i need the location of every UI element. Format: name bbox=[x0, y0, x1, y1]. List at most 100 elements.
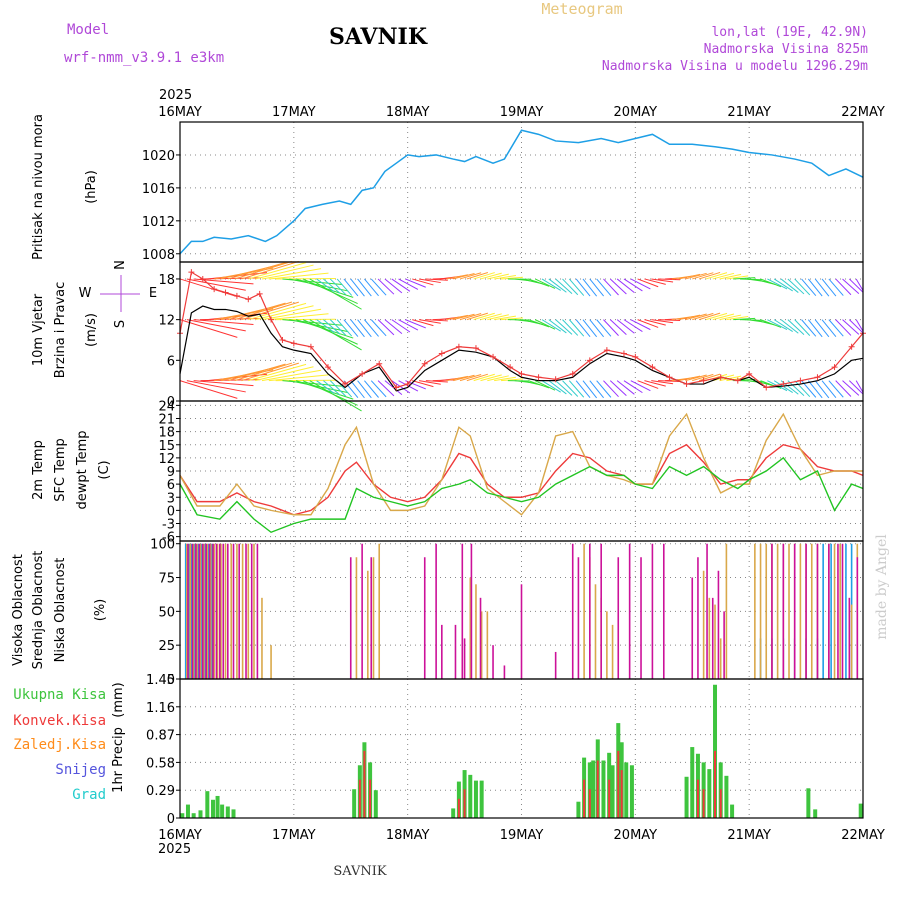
wind-arrow-icon bbox=[773, 319, 793, 332]
wind-arrow-icon bbox=[453, 374, 475, 382]
panel-wind: 0 6 12 18 bbox=[158, 260, 866, 412]
wind-arrow-icon bbox=[329, 278, 347, 295]
wind-arrow-icon bbox=[336, 319, 353, 337]
wind-arrow-icon bbox=[651, 278, 674, 283]
wind-arrow-icon bbox=[336, 278, 353, 296]
wind-arrow-icon bbox=[480, 313, 502, 321]
wind-arrow-icon bbox=[821, 278, 837, 297]
wind-arrow-icon bbox=[562, 380, 579, 397]
wind-gust-marker bbox=[632, 353, 639, 360]
wind-arrow-icon bbox=[855, 380, 864, 393]
wind-arrow-icon bbox=[616, 380, 635, 395]
wind-arrow-icon bbox=[329, 319, 347, 336]
y-tick-label: 0 bbox=[167, 673, 175, 688]
y-tick-label: 100 bbox=[150, 538, 175, 553]
wind-arrow-icon bbox=[807, 380, 823, 399]
wind-arrow-icon bbox=[548, 380, 567, 395]
precip-convective-bar bbox=[596, 760, 599, 818]
wind-arrow-icon bbox=[562, 278, 579, 296]
wind-arrow-icon bbox=[425, 380, 448, 383]
wind-arrow-icon bbox=[261, 268, 322, 280]
wind-arrow-icon bbox=[630, 380, 651, 392]
wind-arrow-icon bbox=[692, 272, 714, 280]
precip-convective-bar bbox=[457, 798, 460, 818]
wind-arrow-icon bbox=[596, 278, 612, 296]
legend-snow: Snijeg bbox=[55, 762, 106, 778]
wind-arrow-icon bbox=[767, 278, 788, 290]
wind-gust-marker bbox=[569, 370, 576, 377]
time-axis-bottom: 16MAY 17MAY 18MAY 19MAY 20MAY 21MAY 22MAY bbox=[158, 828, 885, 843]
wind-arrow-icon bbox=[459, 272, 482, 280]
precip-total-bar bbox=[624, 762, 629, 818]
y-tick-label: 75 bbox=[158, 572, 175, 587]
precip-convective-bar bbox=[714, 750, 717, 818]
y-tick-label: 1008 bbox=[142, 248, 175, 263]
wind-arrow-icon bbox=[630, 278, 651, 290]
wind-speed-line bbox=[179, 305, 864, 392]
wind-arrow-icon bbox=[487, 273, 509, 280]
wind-units: (m/s) bbox=[84, 313, 99, 347]
wind-arrow-icon bbox=[193, 380, 254, 387]
wind-arrow-icon bbox=[343, 278, 359, 297]
temp-ylabel-2: SFC Temp bbox=[53, 438, 68, 502]
wind-arrow-icon bbox=[541, 319, 561, 332]
wind-arrow-icon bbox=[494, 274, 516, 280]
wind-arrow-icon bbox=[698, 312, 721, 321]
precip-total-bar bbox=[231, 809, 236, 818]
panel-cloud: 0 25 50 75 100 bbox=[150, 538, 864, 688]
wind-axis-labels: 10m Vjetar Brzina i Pravac (m/s) N W E S bbox=[31, 260, 157, 378]
wind-arrow-icon bbox=[466, 373, 489, 382]
wind-direction-band bbox=[179, 362, 864, 412]
wind-arrow-icon bbox=[446, 274, 469, 280]
wind-arrow-icon bbox=[186, 278, 246, 291]
credit-text: made by Angel bbox=[874, 534, 890, 640]
wind-arrow-icon bbox=[616, 278, 635, 293]
wind-gust-marker bbox=[404, 381, 411, 388]
wind-arrow-icon bbox=[814, 319, 830, 338]
wind-gust-marker bbox=[717, 374, 724, 381]
wind-arrow-icon bbox=[391, 380, 411, 394]
precip-convective-bar bbox=[702, 789, 705, 818]
precip-total-bar bbox=[191, 813, 196, 818]
lonlat-text: lon,lat (19E, 42.9N) bbox=[711, 25, 868, 40]
wind-arrow-icon bbox=[391, 319, 411, 333]
model-label: Model bbox=[67, 22, 109, 38]
wind-arrow-icon bbox=[261, 369, 322, 382]
wind-arrow-icon bbox=[821, 380, 837, 399]
precip-convective-bar bbox=[719, 789, 722, 818]
precip-total-bar bbox=[468, 774, 473, 818]
precip-total-bar bbox=[858, 803, 863, 818]
wind-gust-marker bbox=[649, 364, 656, 371]
wind-arrow-icon bbox=[678, 375, 701, 382]
precip-convective-bar bbox=[696, 779, 699, 818]
wind-arrow-icon bbox=[644, 319, 666, 326]
wind-arrow-icon bbox=[794, 380, 811, 398]
time-tick-bottom: 21MAY bbox=[727, 828, 771, 843]
wind-arrow-icon bbox=[357, 380, 372, 399]
precip-total-bar bbox=[451, 808, 456, 818]
wind-gust-marker bbox=[472, 345, 479, 352]
precip-total-bar bbox=[806, 788, 811, 818]
precip-total-bar bbox=[629, 765, 634, 818]
y-tick-label: 12 bbox=[158, 314, 175, 329]
wind-arrow-icon bbox=[603, 380, 619, 398]
wind-arrow-icon bbox=[323, 380, 341, 396]
wind-arrow-icon bbox=[289, 319, 349, 333]
wind-arrow-icon bbox=[726, 275, 749, 280]
y-tick-label: 0 bbox=[167, 504, 175, 519]
wind-arrow-icon bbox=[644, 278, 666, 285]
wind-arrow-icon bbox=[473, 373, 495, 382]
wind-arrow-icon bbox=[814, 380, 830, 399]
wind-arrow-icon bbox=[623, 380, 643, 394]
precip-total-bar bbox=[724, 775, 729, 818]
wind-arrow-icon bbox=[268, 313, 329, 321]
pressure-axis-labels: Pritisak na nivou mora (hPa) bbox=[31, 114, 99, 260]
wind-gust-marker bbox=[797, 377, 804, 384]
y-tick-label: 18 bbox=[158, 426, 175, 441]
wind-gust-marker bbox=[507, 364, 514, 371]
precip-total-bar bbox=[813, 809, 818, 818]
precip-convective-bar bbox=[617, 750, 620, 818]
wind-gust-marker bbox=[620, 350, 627, 357]
wind-arrow-icon bbox=[685, 374, 707, 382]
